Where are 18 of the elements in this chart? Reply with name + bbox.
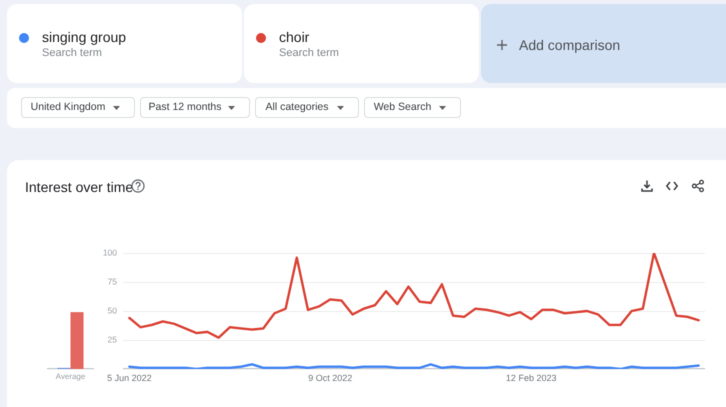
dropdown: Web Search [364, 97, 461, 118]
text: Search term [279, 47, 339, 59]
text: Search term [42, 47, 102, 59]
y-tick-label: 25 [108, 334, 118, 344]
x-tick-label: 12 Feb 2023 [506, 372, 556, 383]
x-tick-label: 5 Jun 2022 [107, 372, 152, 383]
dropdown: All categories [255, 97, 359, 118]
dropdown: Past 12 months [140, 97, 250, 118]
dropdown: United Kingdom [21, 97, 135, 118]
x-tick-label: Average [56, 372, 86, 382]
y-tick-label: 100 [102, 247, 118, 258]
y-tick-label: 75 [108, 276, 118, 286]
chart-title: Interest over time [25, 179, 134, 195]
legend-label: singing group [42, 29, 126, 45]
button: Add comparison [481, 4, 726, 83]
x-tick-label: 9 Oct 2022 [308, 372, 352, 383]
y-tick-label: 50 [108, 305, 118, 316]
legend-label: choir [279, 29, 310, 45]
